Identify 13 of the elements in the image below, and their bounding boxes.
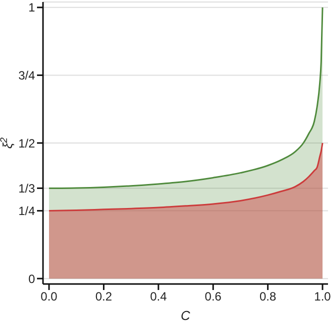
- x-tick-label: 0.6: [204, 290, 222, 304]
- x-axis-title: C: [180, 308, 191, 322]
- x-tick-label: 0.8: [259, 290, 276, 304]
- y-tick-label: 1/4: [18, 204, 36, 218]
- x-tick-label: 0.4: [150, 290, 168, 304]
- x-tick-label: 1.0: [314, 290, 332, 304]
- y-tick-label: 1/2: [18, 136, 36, 150]
- y-tick-label: 3/4: [18, 68, 36, 82]
- y-tick-label: 1/3: [18, 181, 36, 196]
- x-tick-label: 0.0: [40, 290, 58, 304]
- y-tick-label: 0: [28, 272, 36, 286]
- y-tick-label: 1: [28, 0, 36, 15]
- x-tick-label: 0.2: [95, 290, 112, 304]
